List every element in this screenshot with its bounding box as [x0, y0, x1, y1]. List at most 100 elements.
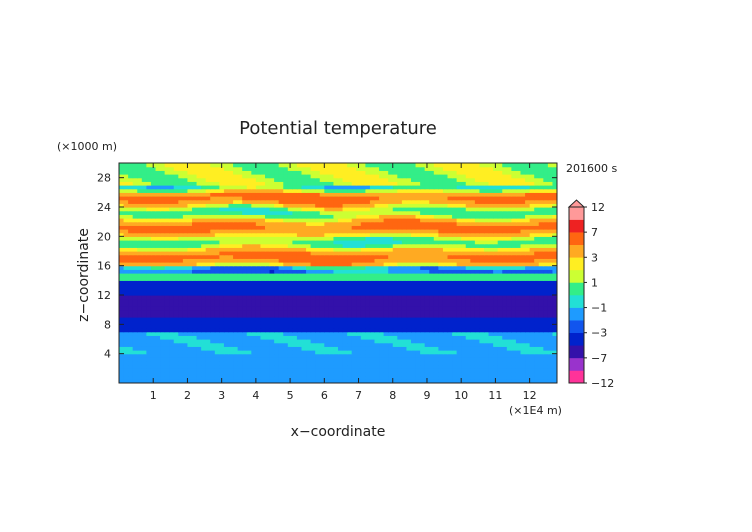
heatmap-cell: [351, 375, 357, 380]
heatmap-cell: [479, 320, 485, 325]
heatmap-cell: [255, 196, 262, 201]
heatmap-cell: [342, 236, 348, 241]
heatmap-cell: [429, 199, 435, 204]
heatmap-cell: [192, 298, 198, 303]
heatmap-cell: [470, 276, 476, 281]
heatmap-cell: [173, 317, 179, 322]
heatmap-cell: [347, 221, 353, 226]
heatmap-cell: [205, 199, 211, 204]
heatmap-cell: [401, 353, 408, 358]
heatmap-cell: [242, 339, 248, 344]
heatmap-cell: [465, 199, 471, 204]
heatmap-cell: [447, 232, 453, 237]
heatmap-cell: [132, 240, 138, 245]
heatmap-cell: [365, 331, 371, 336]
heatmap-cell: [187, 236, 193, 241]
heatmap-cell: [493, 262, 499, 267]
heatmap-cell: [424, 192, 430, 197]
heatmap-cell: [479, 346, 485, 351]
heatmap-cell: [328, 320, 335, 325]
heatmap-cell: [319, 229, 325, 234]
heatmap-cell: [415, 192, 421, 197]
heatmap-cell: [278, 350, 284, 355]
heatmap-cell: [401, 229, 408, 234]
heatmap-cell: [246, 218, 252, 223]
heatmap-cell: [388, 313, 394, 318]
heatmap-cell: [474, 214, 481, 219]
heatmap-cell: [324, 251, 330, 256]
heatmap-cell: [306, 203, 312, 208]
heatmap-cell: [132, 269, 138, 274]
heatmap-cell: [237, 262, 243, 267]
heatmap-cell: [392, 196, 398, 201]
heatmap-cell: [401, 335, 408, 340]
heatmap-cell: [132, 368, 138, 373]
heatmap-cell: [452, 284, 458, 289]
heatmap-cell: [150, 276, 157, 281]
heatmap-cell: [210, 346, 216, 351]
heatmap-cell: [123, 353, 129, 358]
heatmap-cell: [201, 221, 207, 226]
heatmap-cell: [123, 357, 129, 362]
heatmap-cell: [210, 269, 216, 274]
heatmap-cell: [461, 302, 467, 307]
heatmap-cell: [269, 254, 275, 259]
heatmap-cell: [529, 196, 535, 201]
heatmap-cell: [278, 243, 284, 248]
heatmap-cell: [233, 254, 239, 259]
heatmap-cell: [424, 364, 430, 369]
heatmap-cell: [219, 309, 225, 314]
heatmap-cell: [260, 232, 266, 237]
heatmap-cell: [424, 265, 430, 270]
heatmap-cell: [338, 280, 344, 285]
heatmap-cell: [442, 350, 449, 355]
heatmap-cell: [169, 273, 175, 278]
heatmap-cell: [465, 280, 471, 285]
heatmap-cell: [178, 232, 184, 237]
heatmap-cell: [470, 273, 476, 278]
heatmap-cell: [233, 368, 239, 373]
heatmap-cell: [201, 262, 207, 267]
heatmap-cell: [242, 265, 248, 270]
heatmap-cell: [369, 302, 376, 307]
heatmap-cell: [141, 379, 147, 383]
heatmap-cell: [338, 218, 344, 223]
heatmap-cell: [278, 203, 284, 208]
heatmap-cell: [137, 324, 143, 329]
heatmap-cell: [484, 375, 490, 380]
heatmap-cell: [164, 210, 170, 215]
heatmap-cell: [493, 309, 499, 314]
heatmap-cell: [365, 324, 371, 329]
heatmap-cell: [255, 350, 262, 355]
heatmap-cell: [283, 364, 289, 369]
heatmap-cell: [424, 375, 430, 380]
heatmap-cell: [347, 243, 353, 248]
heatmap-cell: [424, 203, 430, 208]
heatmap-cell: [251, 258, 257, 263]
heatmap-cell: [219, 258, 225, 263]
heatmap-cell: [187, 280, 193, 285]
heatmap-cell: [401, 298, 408, 303]
heatmap-cell: [223, 361, 230, 366]
heatmap-cell: [406, 210, 412, 215]
heatmap-cell: [365, 199, 371, 204]
heatmap-cell: [155, 331, 161, 336]
heatmap-cell: [529, 221, 535, 226]
heatmap-cell: [424, 276, 430, 281]
heatmap-cell: [260, 207, 266, 212]
heatmap-cell: [274, 243, 280, 248]
heatmap-cell: [233, 192, 239, 197]
heatmap-cell: [534, 210, 540, 215]
heatmap-cell: [456, 258, 462, 263]
heatmap-cell: [146, 247, 152, 252]
heatmap-cell: [497, 339, 503, 344]
heatmap-cell: [210, 262, 216, 267]
heatmap-cell: [132, 335, 138, 340]
heatmap-cell: [192, 295, 198, 300]
heatmap-cell: [379, 368, 385, 373]
heatmap-cell: [260, 221, 266, 226]
heatmap-cell: [365, 317, 371, 322]
heatmap-cell: [488, 269, 494, 274]
heatmap-cell: [502, 207, 508, 212]
heatmap-cell: [315, 375, 321, 380]
